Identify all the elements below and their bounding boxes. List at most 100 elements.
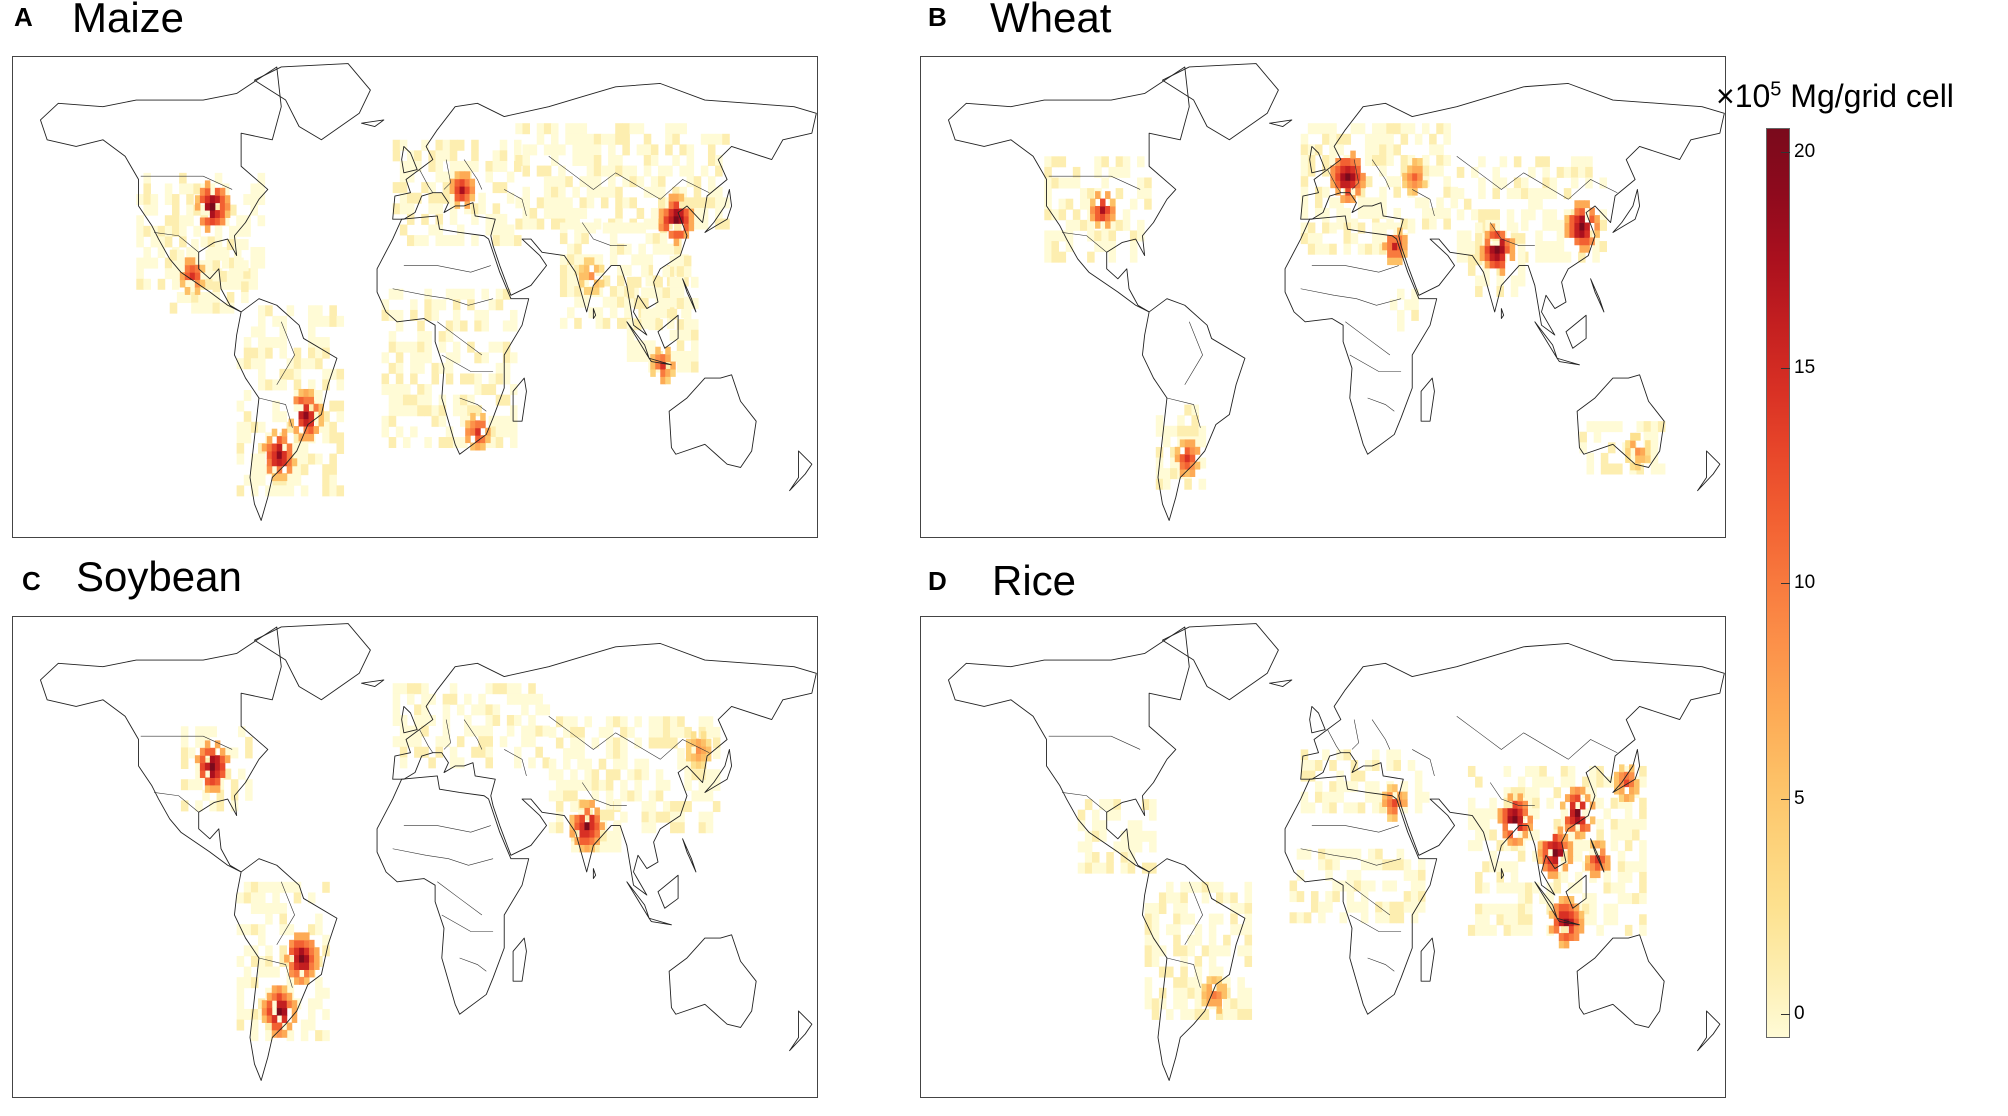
grid-cell [157, 236, 166, 248]
grid-cell [1141, 862, 1150, 874]
grid-cell [1397, 309, 1405, 321]
grid-cell [1578, 251, 1586, 263]
grid-cell [1467, 840, 1476, 852]
grid-cell [1244, 945, 1253, 957]
grid-cell [555, 801, 564, 813]
grid-cell [1141, 830, 1150, 842]
hotspot-cell [284, 954, 290, 963]
grid-cell [1339, 848, 1348, 860]
grid-cell [272, 1008, 280, 1020]
grid-cell [633, 340, 642, 352]
grid-cell [579, 123, 588, 135]
grid-cell [655, 811, 664, 823]
hotspot-cell [1412, 187, 1418, 196]
grid-cell [272, 315, 280, 327]
grid-cell [705, 779, 714, 791]
grid-cell [572, 144, 580, 156]
grid-cell [191, 302, 199, 314]
grid-cell [1549, 209, 1558, 221]
grid-cell [445, 331, 454, 343]
grid-cell [1560, 808, 1569, 820]
grid-cell [1307, 233, 1316, 245]
hotspot-cell [224, 202, 231, 211]
grid-cell [648, 287, 656, 299]
grid-cell [452, 320, 461, 332]
grid-cell [1051, 251, 1059, 263]
grid-cell [471, 213, 479, 225]
grid-cell [1603, 914, 1612, 926]
grid-cell [1475, 254, 1483, 266]
hotspot-cell [598, 264, 605, 273]
hotspot-cell [1579, 801, 1586, 810]
grid-cell [650, 154, 659, 166]
hotspot-cell [1507, 793, 1514, 802]
hotspot-cell [1507, 830, 1514, 839]
grid-cell [258, 347, 266, 359]
hotspot-cell [668, 208, 675, 217]
hotspot-cell [309, 939, 315, 948]
country-border [1371, 719, 1391, 750]
grid-cell [279, 955, 287, 967]
grid-cell [1350, 760, 1359, 771]
grid-cell [605, 801, 614, 813]
grid-cell [329, 432, 337, 444]
grid-cell [522, 144, 530, 156]
grid-cell [606, 841, 615, 853]
grid-cell [536, 165, 545, 177]
hotspot-cell [219, 755, 226, 764]
grid-cell [686, 165, 695, 177]
hotspot-cell [1567, 848, 1574, 857]
grid-cell [669, 255, 678, 267]
hotspot-cell [1392, 784, 1398, 793]
grid-cell [606, 830, 615, 842]
grid-cell [643, 154, 652, 166]
hotspot-cell [1574, 816, 1581, 825]
grid-cell [471, 704, 479, 716]
grid-cell [586, 176, 595, 188]
hotspot-cell [276, 436, 283, 445]
hotspot-cell [1564, 222, 1570, 231]
hotspot-cell [1184, 439, 1191, 448]
hotspot-cell [459, 171, 466, 180]
grid-cell [414, 160, 422, 172]
landmass-outline [668, 934, 757, 1028]
hotspot-cell [578, 264, 585, 273]
grid-cell [1151, 903, 1160, 915]
grid-cell [658, 186, 666, 198]
hotspot-cell [1569, 816, 1576, 825]
grid-cell [629, 197, 638, 209]
grid-cell [1578, 156, 1586, 168]
hotspot-cell [705, 753, 712, 762]
grid-cell [1632, 861, 1640, 873]
country-border [581, 782, 627, 807]
hotspot-cell [304, 939, 310, 948]
landmass-outline [668, 374, 757, 468]
grid-cell [563, 748, 571, 760]
grid-cell [617, 264, 625, 276]
grid-cell [543, 186, 552, 198]
grid-cell [624, 296, 632, 308]
grid-cell [1180, 987, 1188, 999]
grid-cell [157, 247, 166, 259]
grid-cell [481, 384, 489, 396]
grid-cell [195, 758, 203, 770]
grid-cell [722, 133, 730, 145]
grid-cell [1463, 251, 1472, 263]
grid-cell [633, 297, 642, 309]
landmass-outline [512, 377, 527, 422]
grid-cell [626, 287, 635, 299]
grid-cell [558, 197, 566, 209]
grid-cell [456, 139, 465, 151]
hotspot-cell [1407, 165, 1413, 174]
hotspot-cell [695, 738, 702, 747]
hotspot-cell [194, 755, 201, 764]
hotspot-cell [1345, 187, 1351, 196]
colorbar-tick-mark [1781, 367, 1790, 369]
grid-cell [1184, 425, 1192, 437]
hotspot-cell [291, 1015, 298, 1023]
hotspot-cell [465, 435, 471, 444]
hotspot-cell [1584, 794, 1591, 803]
grid-cell [570, 790, 578, 802]
grid-cell [1122, 166, 1131, 178]
grid-cell [617, 275, 625, 287]
